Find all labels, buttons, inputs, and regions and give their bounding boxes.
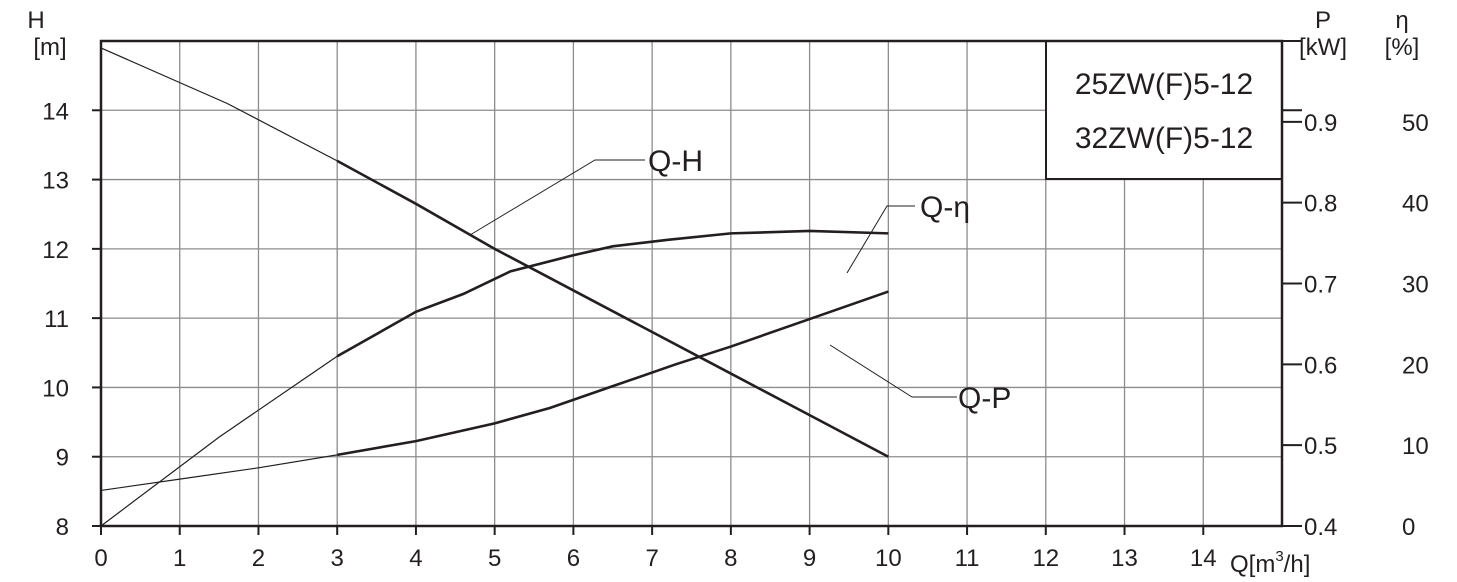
x-tick-label: 12	[1032, 545, 1059, 572]
x-axis-title-main: Q[m	[1230, 551, 1275, 578]
x-tick-label: 8	[724, 545, 737, 572]
h-tick-label: 8	[56, 514, 69, 541]
x-tick-label: 10	[875, 545, 902, 572]
q-eta-leader	[846, 205, 915, 274]
q-eta-curve-low	[100, 355, 338, 527]
q-h-label: Q-H	[648, 145, 703, 178]
q-p-label: Q-P	[958, 382, 1011, 415]
eta-tick-label: 0	[1402, 514, 1415, 541]
h-tick-label: 14	[42, 98, 69, 125]
p-axis-title: P	[1315, 7, 1331, 34]
p-tick-label: 0.7	[1304, 272, 1337, 299]
q-h-leader	[469, 159, 645, 236]
eta-tick-label: 20	[1402, 352, 1429, 379]
model-box	[1045, 40, 1283, 180]
h-tick-label: 12	[42, 237, 69, 264]
h-tick-label: 11	[44, 306, 69, 333]
x-tick-label: 6	[567, 545, 580, 572]
eta-tick-label: 50	[1402, 110, 1429, 137]
h-tick-label: 13	[42, 168, 69, 195]
h-axis-title: H	[27, 7, 44, 34]
tick-labels: 0 1 2 3 4 5 6 7 8 9 10 11 12 13 148910111213140.40.50.…	[42, 98, 1428, 572]
x-tick-label: 4	[409, 545, 422, 572]
p-tick-label: 0.6	[1304, 352, 1337, 379]
eta-axis-title: η	[1395, 7, 1408, 34]
q-h-curve-low	[100, 47, 338, 162]
x-tick-label: 14	[1190, 545, 1217, 572]
model-2-label: 32ZW(F)5-12	[1075, 122, 1253, 155]
eta-tick-label: 10	[1402, 433, 1429, 460]
p-tick-label: 0.8	[1304, 191, 1337, 218]
p-tick-label: 0.4	[1304, 514, 1337, 541]
curves	[100, 47, 889, 527]
x-tick-label: 11	[955, 545, 980, 572]
q-p-curve	[336, 290, 889, 457]
x-tick-label: 13	[1111, 545, 1138, 572]
x-axis-title-end: /h]	[1284, 551, 1311, 578]
ticks	[92, 40, 1302, 535]
h-tick-label: 10	[42, 375, 69, 402]
x-tick-label: 3	[331, 545, 344, 572]
x-axis-title-sup: 3	[1275, 548, 1283, 565]
q-p-leader	[829, 344, 957, 398]
x-tick-label: 2	[252, 545, 265, 572]
x-tick-label: 0	[94, 545, 107, 572]
eta-tick-label: 40	[1402, 191, 1429, 218]
x-tick-label: 5	[488, 545, 501, 572]
eta-tick-label: 30	[1402, 272, 1429, 299]
q-h-curve	[336, 159, 889, 458]
x-tick-label: 1	[173, 545, 186, 572]
q-p-curve-low	[100, 454, 338, 492]
x-tick-label: 9	[803, 545, 816, 572]
x-tick-label: 7	[645, 545, 658, 572]
p-axis-unit: [kW]	[1299, 34, 1347, 61]
h-axis-unit: [m]	[33, 34, 66, 61]
h-tick-label: 9	[56, 445, 69, 472]
x-axis-title: Q[m3/h]	[1230, 548, 1310, 578]
p-tick-label: 0.5	[1304, 433, 1337, 460]
model-1-label: 25ZW(F)5-12	[1075, 68, 1253, 101]
q-eta-curve	[336, 229, 889, 358]
q-eta-label: Q-η	[920, 191, 970, 224]
p-tick-label: 0.9	[1304, 110, 1337, 137]
eta-axis-unit: [%]	[1385, 34, 1420, 61]
